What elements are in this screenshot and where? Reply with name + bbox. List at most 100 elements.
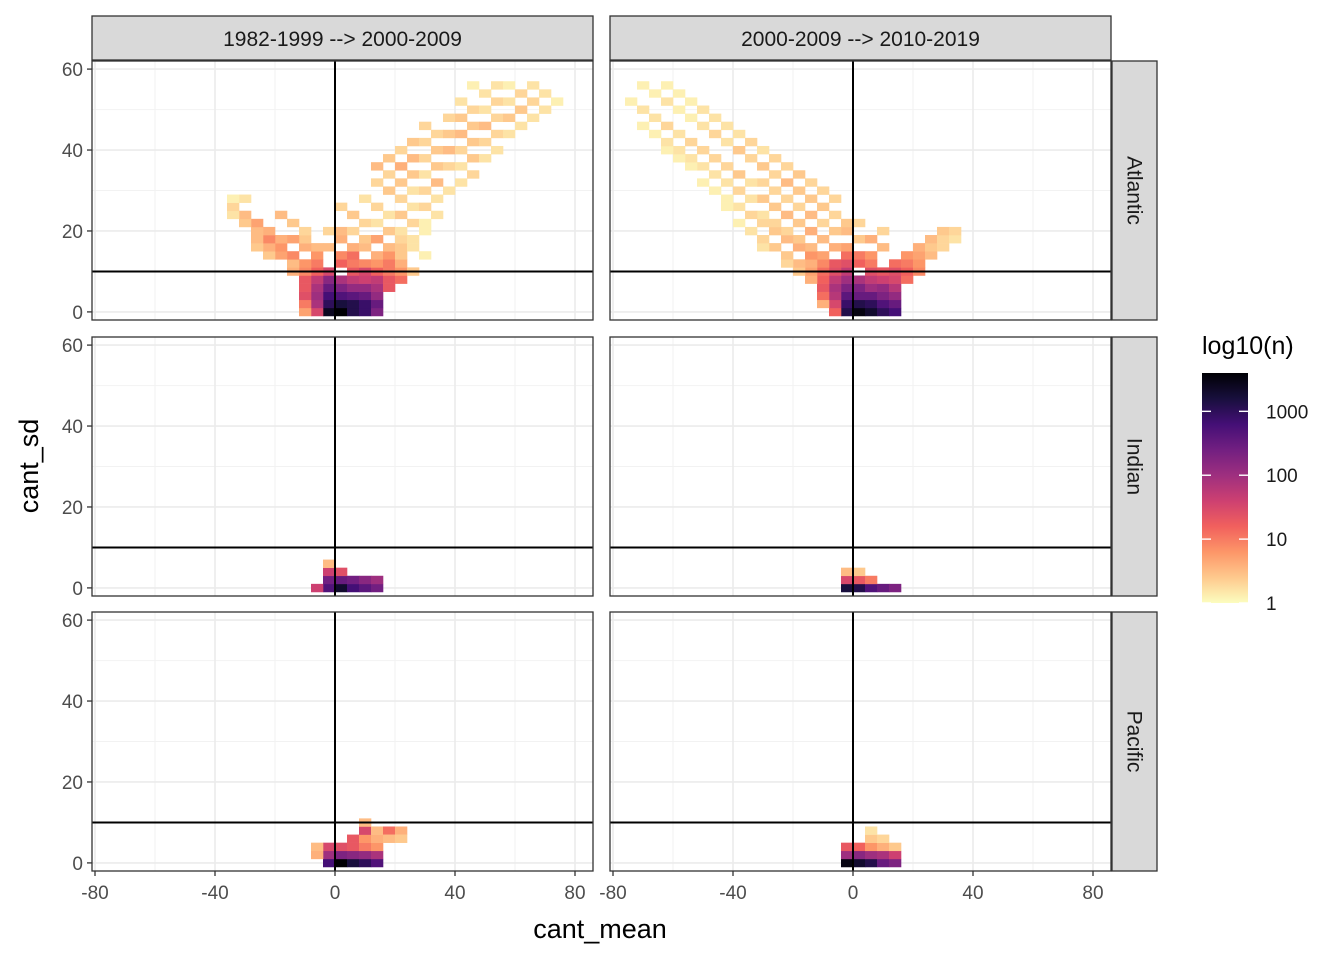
panel-border <box>91 60 594 321</box>
heatmap-tile <box>817 291 830 301</box>
heatmap-tile <box>769 202 782 212</box>
heatmap-tile <box>841 259 854 268</box>
heatmap-tile <box>371 299 384 309</box>
heatmap-tile <box>335 259 348 268</box>
heatmap-tile <box>853 218 866 228</box>
heatmap-tile <box>925 235 938 244</box>
x-axis-tick-label: -40 <box>201 883 228 904</box>
heatmap-tile <box>383 259 396 268</box>
facet-strip-row-pacific <box>1111 611 1158 872</box>
heatmap-tile <box>721 194 734 203</box>
heatmap-tile <box>889 283 902 292</box>
heatmap-tile <box>889 275 902 284</box>
heatmap-tile <box>407 186 420 195</box>
heatmap-tile <box>347 299 360 309</box>
heatmap-tile <box>877 307 890 317</box>
heatmap-tile <box>431 194 444 203</box>
heatmap-tile <box>841 283 854 292</box>
heatmap-tile <box>865 575 878 585</box>
heatmap-tile <box>383 275 396 284</box>
heatmap-tile <box>227 210 240 220</box>
heatmap-tile <box>697 121 710 131</box>
heatmap-tile <box>371 283 384 292</box>
heatmap-tile <box>853 235 866 244</box>
heatmap-tile <box>937 243 950 252</box>
y-axis-tick-label: 60 <box>62 611 83 632</box>
heatmap-tile <box>311 283 324 292</box>
heatmap-tile <box>443 145 456 155</box>
heatmap-tile <box>877 583 890 593</box>
heatmap-tile <box>829 291 842 301</box>
heatmap-tile <box>697 178 710 187</box>
heatmap-tile <box>251 226 264 236</box>
heatmap-tile <box>625 97 638 106</box>
heatmap-tile <box>913 243 926 252</box>
heatmap-tile <box>323 567 336 577</box>
heatmap-tile <box>323 858 336 868</box>
heatmap-tile <box>323 226 336 236</box>
heatmap-tile <box>757 243 770 252</box>
heatmap-tile <box>359 235 372 244</box>
legend-break-label: 1 <box>1266 594 1277 615</box>
heatmap-tile <box>359 243 372 252</box>
heatmap-tile <box>877 275 890 284</box>
heatmap-tile <box>359 275 372 284</box>
heatmap-tile <box>829 283 842 292</box>
heatmap-tile <box>721 162 734 171</box>
heatmap-tile <box>491 129 504 139</box>
heatmap-tile <box>311 842 324 852</box>
facet-strip-row-atlantic <box>1111 60 1158 321</box>
heatmap-tile <box>371 178 384 187</box>
heatmap-tile <box>275 251 288 260</box>
heatmap-tile <box>805 194 818 203</box>
heatmap-tile <box>769 186 782 195</box>
heatmap-tile <box>371 291 384 301</box>
heatmap-tile <box>359 299 372 309</box>
heatmap-tile <box>407 218 420 228</box>
heatmap-tile <box>733 202 746 212</box>
heatmap-tile <box>419 218 432 228</box>
heatmap-tile <box>673 129 686 139</box>
heatmap-tile <box>865 299 878 309</box>
heatmap-tile <box>949 226 962 236</box>
heatmap-tile <box>359 826 372 835</box>
heatmap-tile <box>347 834 360 843</box>
heatmap-tile <box>299 283 312 292</box>
heatmap-tile <box>323 243 336 252</box>
heatmap-tile <box>359 218 372 228</box>
heatmap-tile <box>515 89 528 98</box>
heatmap-tile <box>829 275 842 284</box>
heatmap-tile <box>515 121 528 131</box>
heatmap-tile <box>311 243 324 252</box>
y-axis-tick-label: 60 <box>62 336 83 357</box>
heatmap-tile <box>431 210 444 220</box>
heatmap-tile <box>335 858 348 868</box>
heatmap-tile <box>889 850 902 860</box>
heatmap-tile <box>841 299 854 309</box>
heatmap-tile <box>817 251 830 260</box>
heatmap-tile <box>889 291 902 301</box>
heatmap-tile <box>347 210 360 220</box>
heatmap-tile <box>805 275 818 284</box>
heatmap-tile <box>251 218 264 228</box>
heatmap-tile <box>551 97 564 106</box>
heatmap-tile <box>853 283 866 292</box>
heatmap-tile <box>419 186 432 195</box>
heatmap-tile <box>721 202 734 212</box>
heatmap-tile <box>443 186 456 195</box>
heatmap-tile <box>673 154 686 163</box>
heatmap-tile <box>757 218 770 228</box>
heatmap-tile <box>661 145 674 155</box>
heatmap-tile <box>371 259 384 268</box>
heatmap-tile <box>685 162 698 171</box>
heatmap-tile <box>721 121 734 131</box>
heatmap-tile <box>455 129 468 139</box>
heatmap-tile <box>949 235 962 244</box>
heatmap-tile <box>685 154 698 163</box>
heatmap-tile <box>371 834 384 843</box>
heatmap-tile <box>311 291 324 301</box>
heatmap-tile <box>745 226 758 236</box>
heatmap-tile <box>853 575 866 585</box>
heatmap-tile <box>865 842 878 852</box>
heatmap-tile <box>419 137 432 147</box>
